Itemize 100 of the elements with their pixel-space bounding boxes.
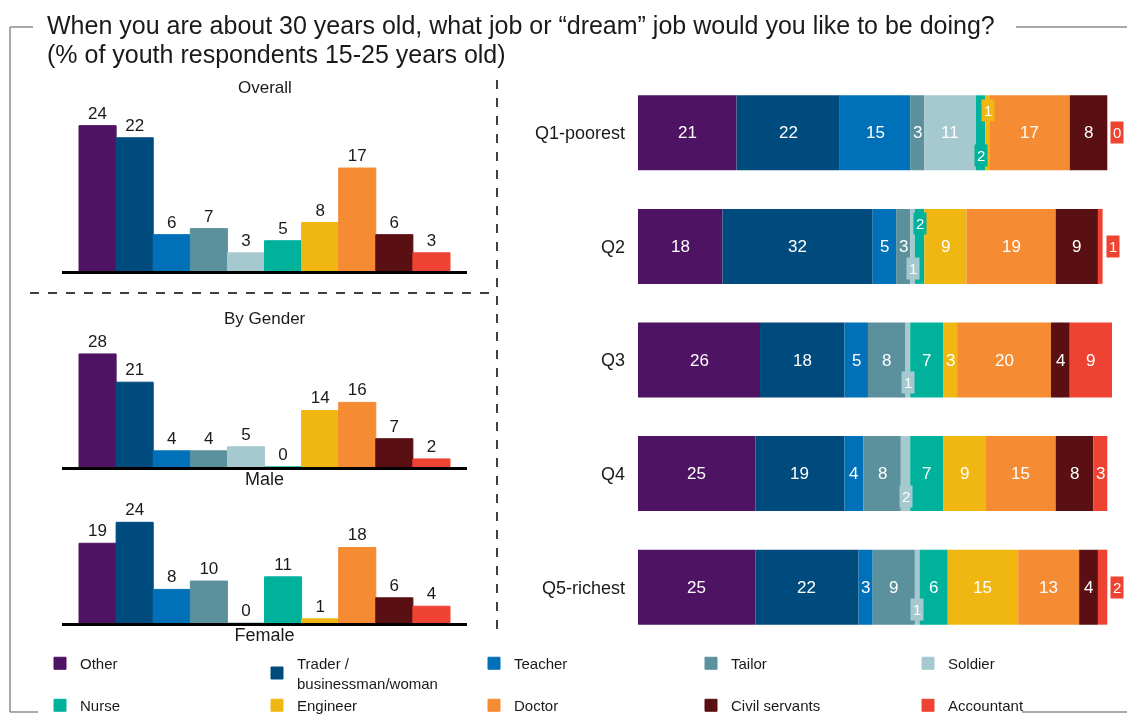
data-label: 32 <box>788 237 807 256</box>
data-label: 4 <box>849 464 859 483</box>
data-label: 9 <box>960 464 970 483</box>
legend-label: Engineer <box>297 697 358 715</box>
x-axis-title: Male <box>244 469 285 490</box>
data-label: 15 <box>973 578 992 597</box>
data-label: 24 <box>125 500 145 520</box>
data-label: 1 <box>984 102 993 119</box>
y-tick-label: Q4 <box>600 463 625 484</box>
data-label: 5 <box>880 237 890 256</box>
data-label: 2 <box>1113 579 1122 596</box>
legend-label: Soldier <box>948 655 995 673</box>
legend-label: Accountant <box>948 697 1024 715</box>
legend-label: Nurse <box>80 697 121 715</box>
data-label: 3 <box>861 578 871 597</box>
y-tick-label: Q3 <box>600 350 625 371</box>
data-label: 9 <box>889 578 899 597</box>
data-label: 15 <box>866 123 885 142</box>
legend-label: Other <box>80 655 118 673</box>
data-label: 1 <box>913 601 922 618</box>
text: When you are about 30 years old, what job or “dream” job would you like to be doing? <box>47 11 995 39</box>
data-label: 9 <box>941 237 951 256</box>
data-label: 4 <box>1056 351 1066 370</box>
data-label: 5 <box>241 424 251 444</box>
data-label: 1 <box>1109 238 1118 255</box>
data-label: 2 <box>902 488 911 505</box>
data-label: 8 <box>315 200 325 220</box>
data-label: 13 <box>1039 578 1058 597</box>
data-label: 0 <box>278 445 288 464</box>
data-label: 19 <box>88 521 108 541</box>
data-label: 22 <box>797 578 816 597</box>
data-label: 18 <box>347 525 367 545</box>
y-tick-label: Q2 <box>600 236 625 257</box>
text: (% of youth respondents 15-25 years old) <box>47 40 506 68</box>
data-label: 6 <box>167 212 177 232</box>
data-label: 6 <box>929 578 939 597</box>
data-label: 15 <box>1011 464 1030 483</box>
data-label: 18 <box>671 237 690 256</box>
data-label: 4 <box>1084 578 1094 597</box>
data-label: 1 <box>909 260 918 277</box>
data-label: 19 <box>1002 237 1021 256</box>
data-label: 25 <box>687 464 706 483</box>
data-label: 9 <box>1086 351 1096 370</box>
data-label: 3 <box>899 237 909 256</box>
data-label: 2 <box>977 147 986 164</box>
chart-title: By Gender <box>224 309 306 328</box>
data-label: 8 <box>882 351 892 370</box>
legend-label: Doctor <box>514 697 559 715</box>
data-label: 2 <box>916 215 925 232</box>
data-label: 8 <box>1070 464 1080 483</box>
chart-title: Overall <box>238 78 292 97</box>
data-label: 3 <box>241 230 251 250</box>
data-label: 19 <box>790 464 809 483</box>
data-label: 8 <box>1084 123 1094 142</box>
data-label: 6 <box>389 575 400 595</box>
data-label: 7 <box>389 416 400 436</box>
data-label: 7 <box>204 206 214 226</box>
data-label: 14 <box>310 388 330 408</box>
legend-label: Tailor <box>731 655 767 673</box>
data-label: 24 <box>88 103 108 123</box>
data-label: 0 <box>1113 124 1122 141</box>
data-label: 5 <box>278 218 288 238</box>
data-label: 3 <box>913 123 923 142</box>
data-label: 7 <box>922 351 932 370</box>
data-label: 18 <box>793 351 812 370</box>
data-label: 22 <box>125 115 145 135</box>
data-label: 20 <box>995 351 1014 370</box>
legend-label: Teacher <box>514 655 568 673</box>
data-label: 16 <box>347 380 367 400</box>
y-tick-label: Q1-poorest <box>534 123 625 144</box>
data-label: 21 <box>678 123 697 142</box>
data-label: 4 <box>167 428 177 448</box>
data-label: 9 <box>1072 237 1082 256</box>
data-label: 2 <box>426 436 437 456</box>
data-label: 3 <box>1096 464 1106 483</box>
data-label: 3 <box>426 230 437 250</box>
data-label: 1 <box>315 596 325 616</box>
data-label: 10 <box>199 559 219 579</box>
data-label: 8 <box>878 464 888 483</box>
data-label: 3 <box>946 351 956 370</box>
data-label: 5 <box>852 351 862 370</box>
x-axis-title: Female <box>234 625 295 646</box>
data-label: 17 <box>1020 123 1039 142</box>
data-label: 6 <box>389 212 400 232</box>
y-tick-label: Q5-richest <box>541 577 625 598</box>
legend-label: Trader / businessman/woman <box>297 655 438 692</box>
data-label: 7 <box>922 464 932 483</box>
data-label: 11 <box>274 554 292 574</box>
data-label: 28 <box>88 331 108 351</box>
legend-label: Civil servants <box>731 697 821 715</box>
data-label: 4 <box>204 428 214 448</box>
data-label: 0 <box>241 601 251 620</box>
data-label: 8 <box>167 567 177 587</box>
data-label: 1 <box>904 374 913 391</box>
data-label: 4 <box>426 584 437 604</box>
data-label: 22 <box>779 123 798 142</box>
data-label: 21 <box>125 360 145 380</box>
data-label: 11 <box>941 123 959 142</box>
data-label: 17 <box>347 146 367 166</box>
data-label: 26 <box>690 351 709 370</box>
